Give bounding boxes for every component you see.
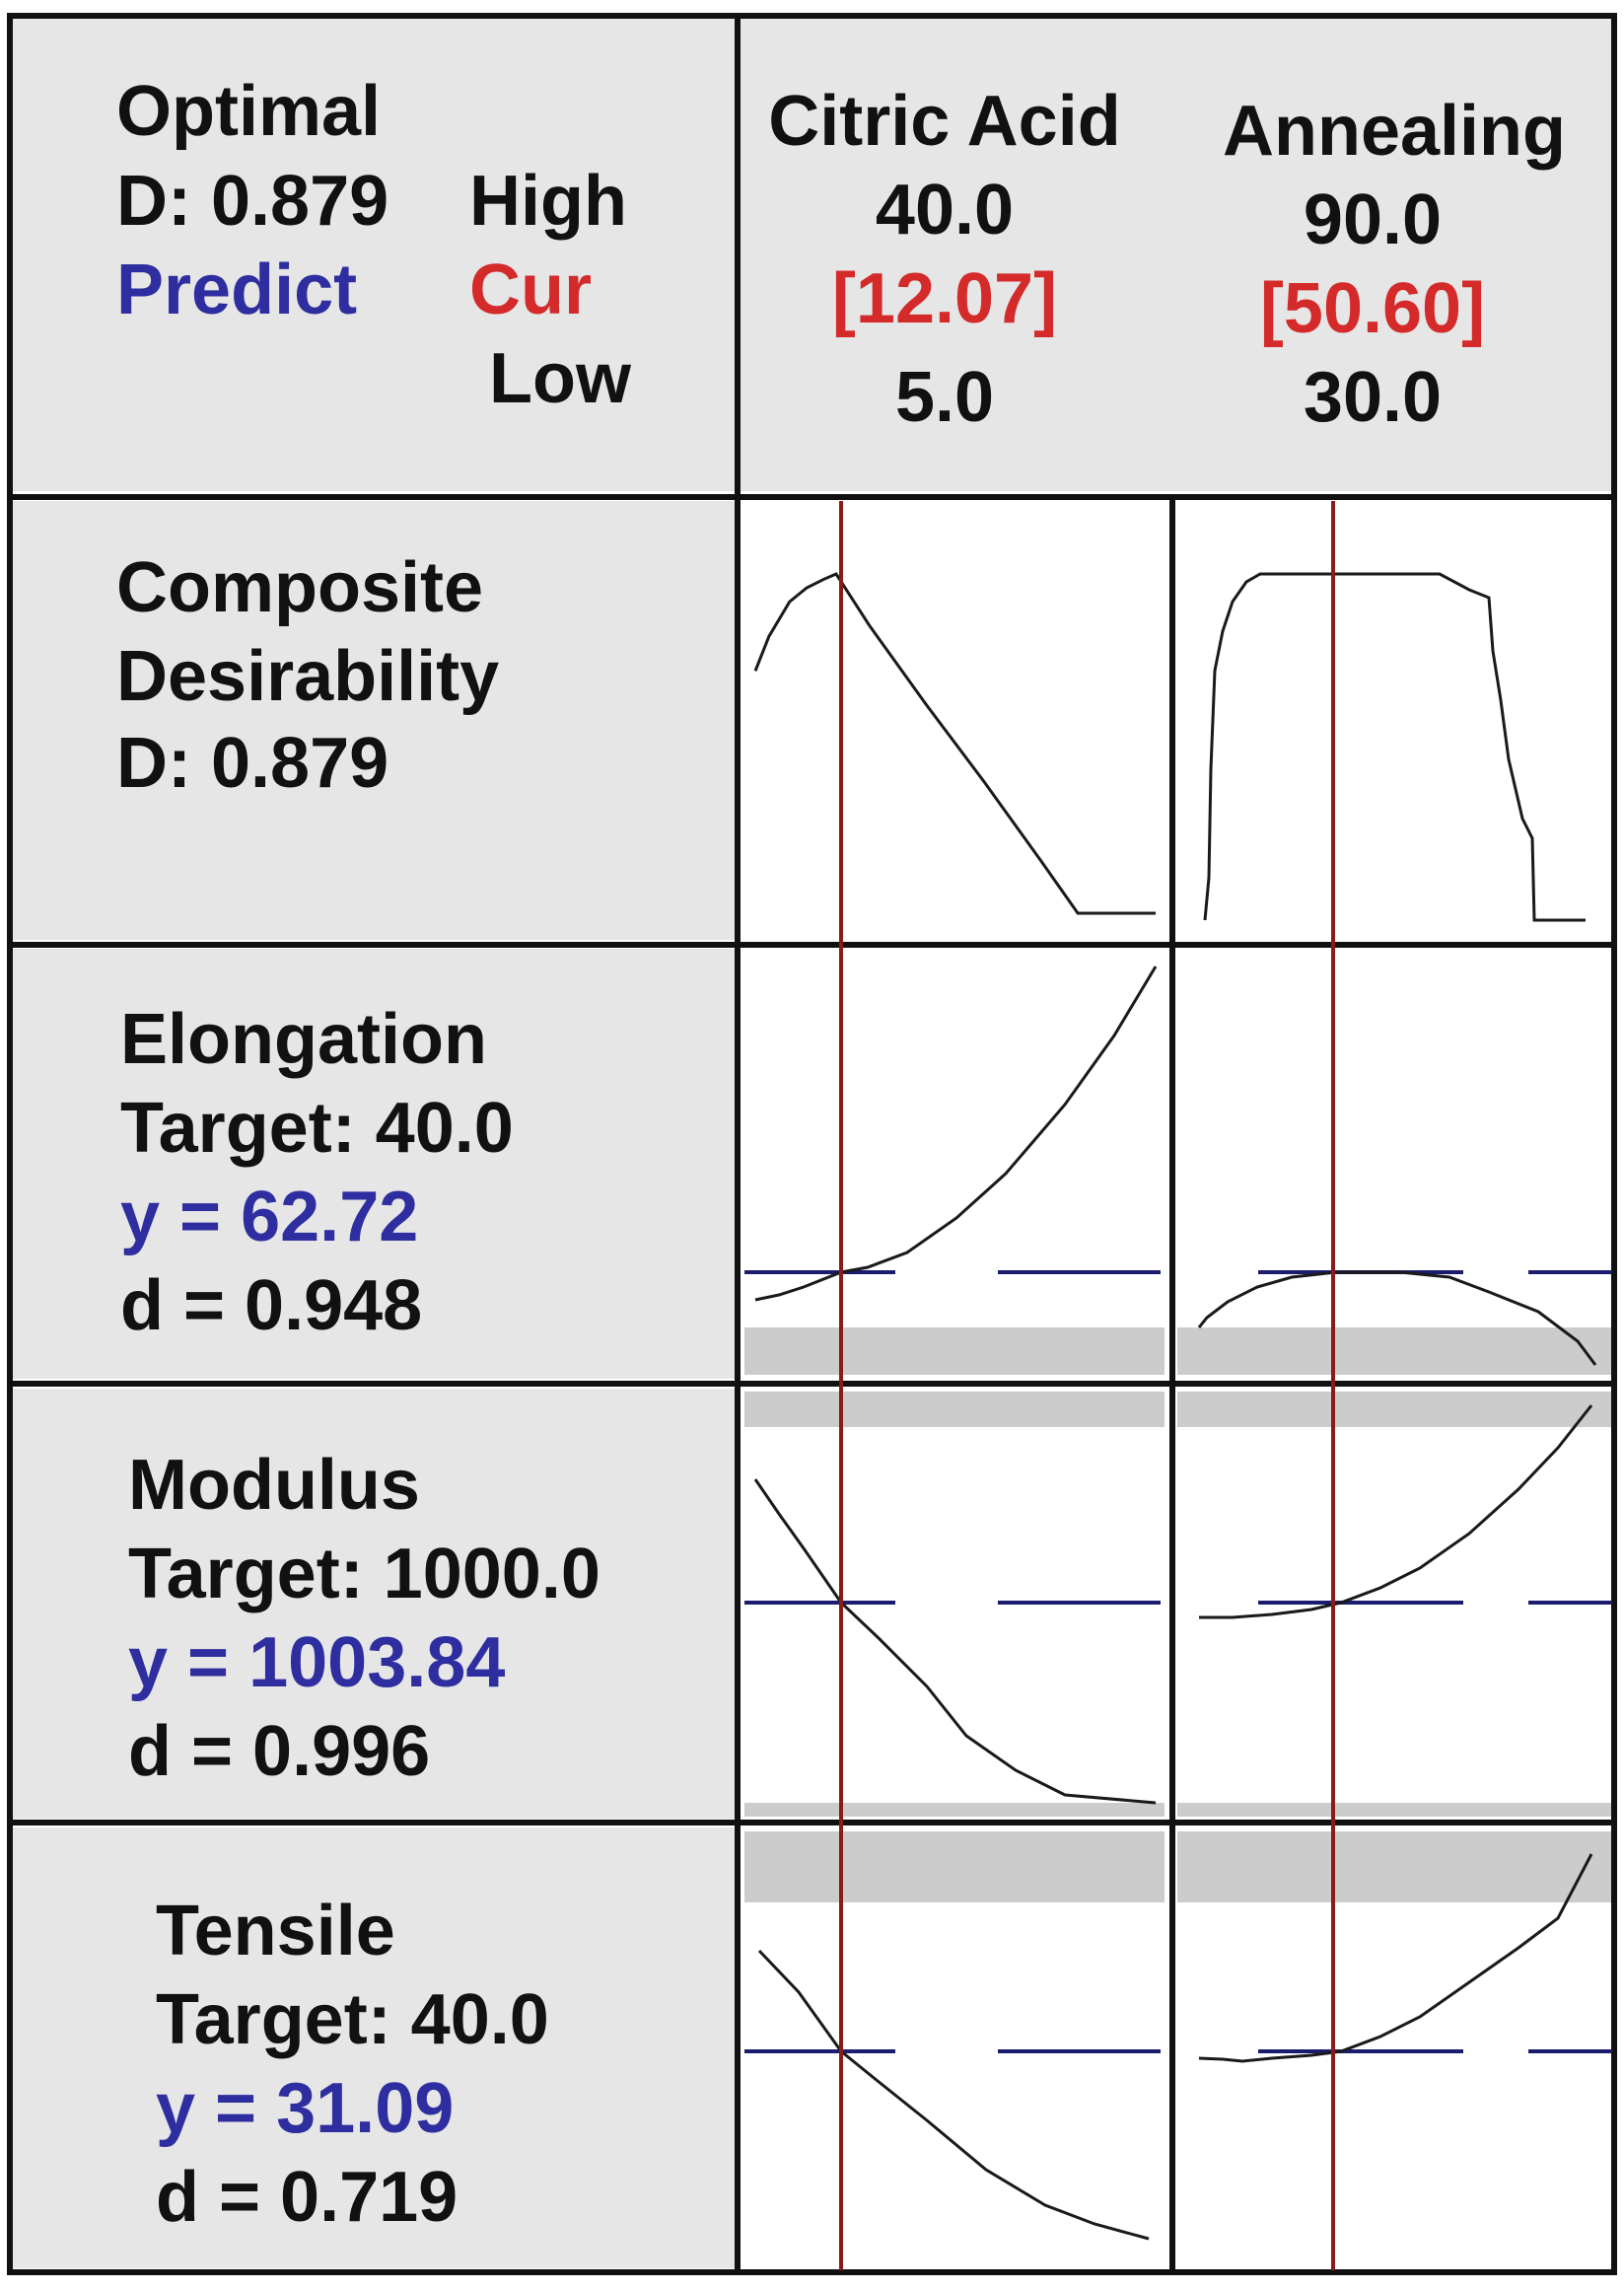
elongation-curve-citric-acid: [754, 966, 1158, 1302]
grid-lines: [7, 13, 1617, 2275]
overall-d-value: D: 0.879: [116, 162, 388, 241]
low-label: Low: [489, 339, 632, 418]
factor-high-citric-acid: 40.0: [876, 171, 1014, 250]
elongation-band-right: [1177, 1327, 1611, 1375]
tensile-band-right: [1177, 1831, 1611, 1902]
row-label-bg-tensile: [12, 1827, 735, 2268]
factor-current-citric-acid: [12.07]: [832, 259, 1057, 338]
elongation-band-left: [744, 1327, 1165, 1375]
factor-high-annealing: 90.0: [1304, 180, 1442, 259]
row-label-bg-composite: [12, 501, 735, 940]
elongation-d-value: d = 0.948: [120, 1266, 422, 1345]
tensile-target: Target: 40.0: [156, 1980, 549, 2059]
modulus-band-top-right: [1177, 1392, 1611, 1427]
tensile-predicted-y: y = 31.09: [156, 2069, 454, 2148]
composite-label-line1: Composite: [116, 548, 483, 627]
optimal-label: Optimal: [116, 72, 381, 151]
composite-label-line2: Desirability: [116, 637, 499, 716]
response-curves: [753, 572, 1597, 2241]
composite-d-value: D: 0.879: [116, 724, 388, 803]
elongation-label: Elongation: [120, 1000, 487, 1079]
current-lines: [839, 501, 1335, 2270]
row-label-bg-modulus: [12, 1389, 735, 1819]
row-label-bg-elongation: [12, 949, 735, 1379]
composite-curve-annealing: [1203, 572, 1586, 922]
elongation-curve-annealing: [1197, 1270, 1597, 1366]
modulus-curve-citric-acid: [753, 1478, 1157, 1805]
cur-label: Cur: [469, 250, 592, 329]
elongation-predicted-y: y = 62.72: [120, 1178, 418, 1256]
modulus-label: Modulus: [128, 1446, 420, 1525]
factor-low-annealing: 30.0: [1304, 358, 1442, 437]
modulus-band-bottom-right: [1177, 1803, 1611, 1817]
bands: [744, 1327, 1611, 1902]
factor-low-citric-acid: 5.0: [895, 358, 994, 437]
tensile-d-value: d = 0.719: [156, 2158, 458, 2237]
tensile-label: Tensile: [156, 1892, 395, 1970]
tensile-curve-citric-acid: [757, 1949, 1150, 2241]
tensile-curve-annealing: [1198, 1853, 1593, 2063]
predict-label: Predict: [116, 250, 357, 329]
target-lines: [744, 1270, 1612, 2053]
factor-current-annealing: [50.60]: [1260, 269, 1485, 348]
modulus-curve-annealing: [1199, 1404, 1593, 1619]
high-label: High: [469, 162, 627, 241]
tensile-band-left: [744, 1831, 1165, 1902]
modulus-predicted-y: y = 1003.84: [128, 1623, 505, 1702]
header-factor-bg: [741, 18, 1614, 491]
modulus-d-value: d = 0.996: [128, 1712, 430, 1791]
outer-border: [7, 13, 1617, 2275]
elongation-target: Target: 40.0: [120, 1089, 514, 1168]
composite-curve-citric-acid: [753, 572, 1156, 915]
modulus-target: Target: 1000.0: [128, 1535, 600, 1613]
header-label-bg: [12, 18, 735, 491]
factor-name-citric-acid: Citric Acid: [768, 82, 1120, 161]
modulus-band-top-left: [744, 1392, 1165, 1427]
modulus-band-bottom-left: [744, 1803, 1165, 1817]
factor-name-annealing: Annealing: [1223, 92, 1566, 171]
